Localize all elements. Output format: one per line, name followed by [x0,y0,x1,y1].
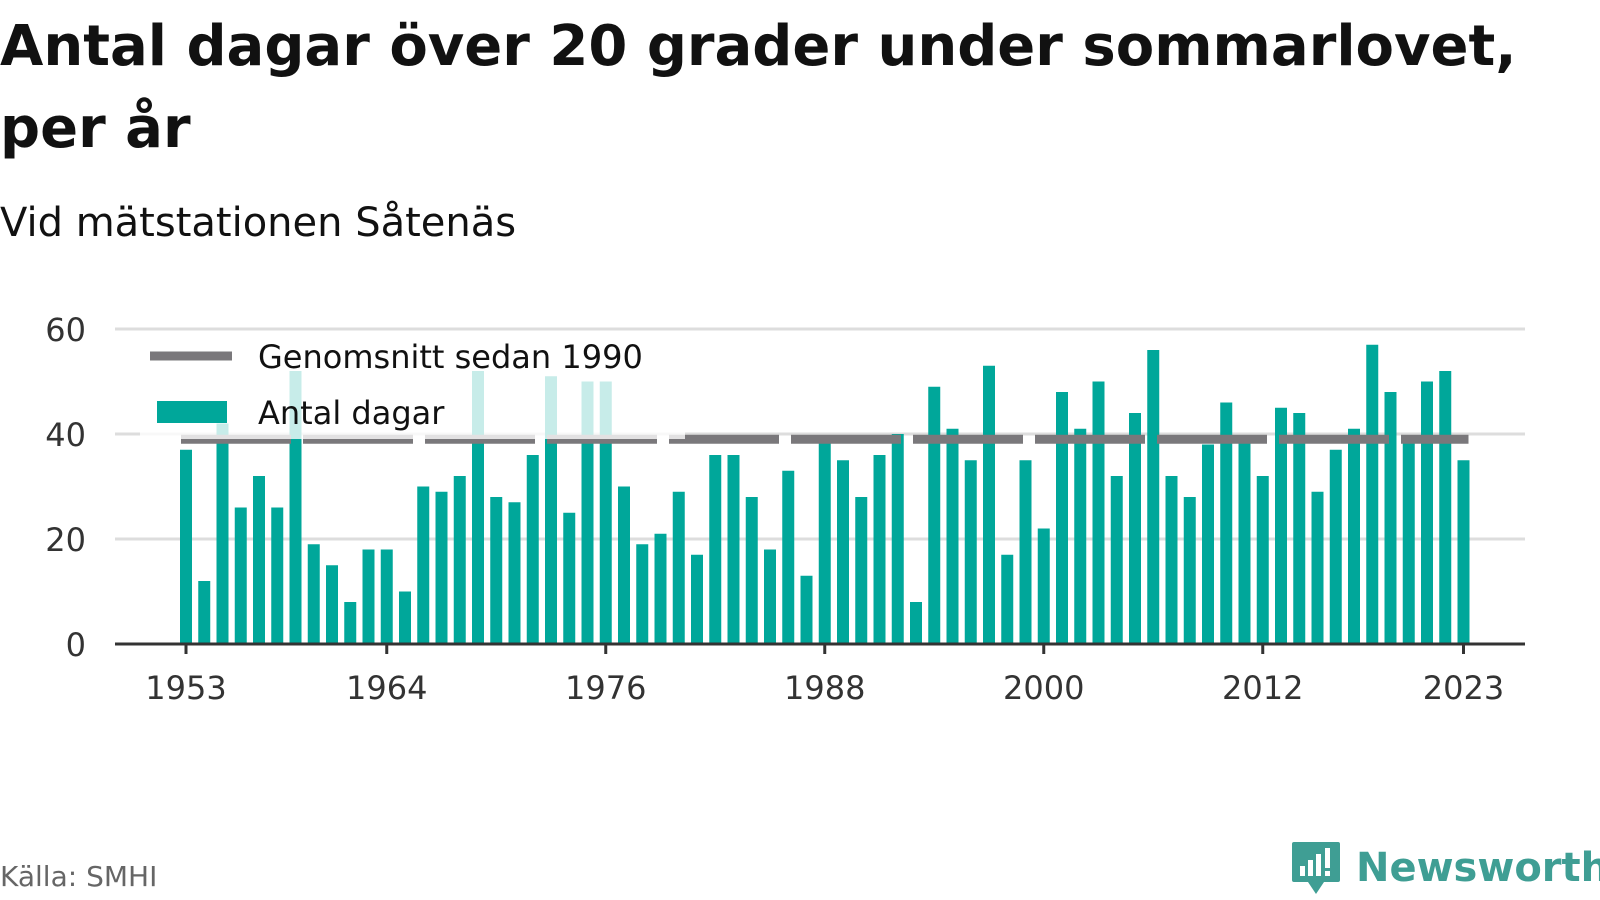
bar [271,507,284,644]
bar [873,455,886,644]
bar [307,544,320,644]
bar [289,371,302,644]
y-tick-label: 0 [66,626,86,664]
bar [672,491,685,644]
brand-logo: Newsworthy [1290,840,1600,896]
x-tick-label: 1988 [784,669,865,707]
brand-name: Newsworthy [1356,845,1600,891]
bar [946,428,959,644]
bar [1220,402,1233,644]
legend: Genomsnitt sedan 1990 Antal dagar [150,338,643,432]
bar [1402,439,1415,644]
y-tick-label: 60 [45,311,86,349]
bar [1147,350,1160,644]
bar [855,497,868,644]
bar [1457,460,1470,644]
bar [1275,407,1287,644]
x-tick-label: 2023 [1423,669,1504,707]
x-tick-label: 1964 [346,669,427,707]
legend-average-label: Genomsnitt sedan 1990 [258,338,643,376]
bar [1129,413,1141,644]
bar [745,497,758,644]
bar [380,549,393,644]
bar [253,476,265,644]
bar [508,502,521,644]
bar [654,533,667,644]
source-note: Källa: SMHI [0,860,158,893]
bar [691,554,703,644]
x-axis-ticks: 1953 1964 1976 1988 2000 2012 2023 [145,644,1504,707]
bar [344,602,357,644]
x-tick-label: 2000 [1003,669,1084,707]
bar [764,549,776,644]
bar [1074,428,1087,644]
bar [399,591,411,644]
bar [599,381,612,644]
bar [1293,413,1306,644]
bar [1366,344,1379,644]
bar [581,381,594,644]
x-tick-label: 1976 [565,669,646,707]
bar [490,497,503,644]
bar [435,491,448,644]
bar [326,565,338,644]
bar [983,365,995,644]
bar [1110,476,1123,644]
bar [818,439,831,644]
bar [709,455,722,644]
legend-background [140,331,685,439]
bar [563,512,576,644]
y-tick-label: 20 [45,521,86,559]
bar [1384,392,1397,644]
bar [964,460,977,644]
bar [800,575,813,644]
legend-bar-swatch [157,401,227,423]
bar [1092,381,1105,644]
bar [727,455,740,644]
bar [362,549,375,644]
bar [1238,439,1251,644]
bar [234,507,247,644]
x-tick-label: 1953 [145,669,226,707]
bar [1348,428,1360,644]
bar [1311,491,1324,644]
bar-chart: Genomsnitt sedan 1990 Antal dagar 1953 19… [45,311,1525,707]
bar [453,476,466,644]
bar [1019,460,1032,644]
bar [1329,449,1342,644]
y-tick-label: 40 [45,416,86,454]
bar [1421,381,1433,644]
bar [1183,497,1196,644]
bar [928,386,941,644]
bar [1037,528,1050,644]
bar [910,602,922,644]
bar [837,460,849,644]
bar [216,423,229,644]
chart-title: Antal dagar över 20 grader under sommarl… [0,14,1517,161]
bar [782,470,795,644]
bar [180,449,192,644]
chart-subtitle: Vid mätstationen Såtenäs [0,200,517,246]
bar [198,581,211,644]
x-tick-label: 2012 [1222,669,1303,707]
bar [1165,476,1178,644]
bar [1202,444,1214,644]
bar [1056,392,1068,644]
y-axis-ticks: 0 20 40 60 [45,311,86,664]
bar-chart-badge-icon [1292,842,1340,894]
bar [417,486,430,644]
bars [180,344,1470,644]
bar [1439,371,1452,644]
bar [618,486,630,644]
bar [1256,476,1269,644]
bar [1001,554,1014,644]
bar [636,544,649,644]
bar [891,434,904,644]
bar [526,455,539,644]
legend-bar-label: Antal dagar [258,394,445,432]
